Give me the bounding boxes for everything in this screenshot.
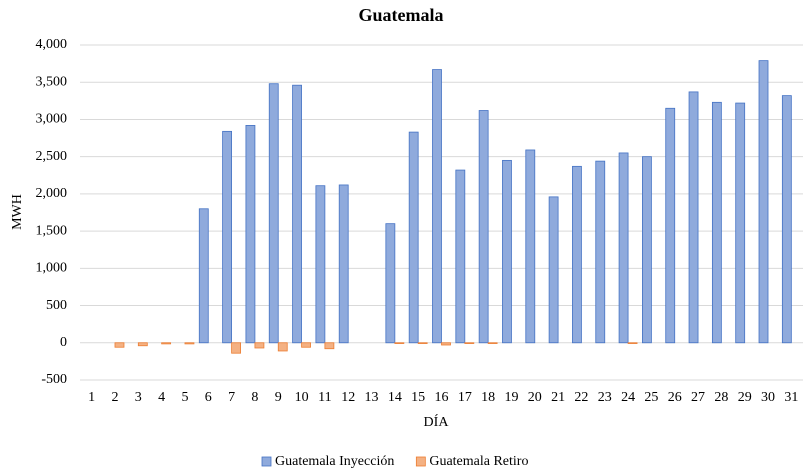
bar: [268, 83, 279, 344]
bar: [688, 91, 699, 344]
x-tick-label: 19: [504, 390, 518, 405]
y-axis-title: MWH: [10, 194, 25, 230]
legend-swatch: [415, 456, 426, 467]
y-tick-label: 1,000: [36, 261, 68, 276]
x-tick-label: 11: [318, 390, 331, 405]
y-tick-label: 4,000: [36, 37, 68, 52]
x-axis-title: DÍA: [424, 413, 450, 430]
bar: [222, 130, 232, 344]
bar: [642, 156, 652, 344]
bar: [301, 342, 311, 348]
x-tick-label: 9: [275, 390, 282, 405]
x-tick-label: 24: [621, 390, 635, 405]
bar: [114, 342, 125, 348]
bar: [478, 110, 489, 344]
x-tick-label: 2: [111, 390, 118, 405]
x-tick-label: 1: [88, 390, 95, 405]
bar: [254, 342, 265, 349]
bar: [665, 107, 676, 344]
bar: [408, 131, 419, 344]
bar: [198, 208, 209, 344]
bar: [487, 342, 498, 344]
y-tick-label: 2,500: [36, 149, 68, 164]
bar: [432, 69, 442, 344]
bar: [385, 223, 396, 344]
x-tick-label: 3: [135, 390, 142, 405]
bar: [441, 342, 451, 346]
bar: [455, 169, 466, 344]
x-tick-label: 26: [668, 390, 682, 405]
y-tick-label: -500: [41, 372, 67, 387]
y-tick-label: 500: [46, 298, 67, 313]
bar: [417, 342, 428, 344]
bar: [394, 342, 405, 344]
chart-title: Guatemala: [359, 5, 444, 25]
x-tick-label: 8: [251, 390, 258, 405]
x-tick-label: 17: [458, 390, 472, 405]
bar: [464, 342, 475, 344]
bar: [137, 342, 148, 347]
x-tick-label: 6: [205, 390, 212, 405]
bar: [231, 342, 241, 354]
x-tick-label: 18: [481, 390, 495, 405]
legend-label: Guatemala Retiro: [429, 454, 528, 469]
bar: [184, 342, 195, 345]
x-tick-label: 5: [181, 390, 188, 405]
bar: [595, 160, 606, 344]
bar: [277, 342, 288, 352]
bar: [292, 84, 302, 344]
x-tick-label: 12: [341, 390, 355, 405]
x-tick-label: 10: [295, 390, 309, 405]
legend-swatch: [261, 456, 272, 467]
x-tick-label: 20: [528, 390, 542, 405]
bar: [161, 342, 172, 345]
x-tick-label: 16: [435, 390, 449, 405]
x-tick-label: 25: [644, 390, 658, 405]
x-tick-label: 23: [598, 390, 612, 405]
x-tick-label: 13: [365, 390, 379, 405]
bar: [758, 60, 769, 344]
x-tick-label: 28: [714, 390, 728, 405]
x-tick-label: 21: [551, 390, 565, 405]
y-tick-label: 0: [60, 335, 67, 350]
x-tick-label: 7: [228, 390, 235, 405]
x-tick-label: 27: [691, 390, 705, 405]
y-tick-label: 3,000: [36, 112, 68, 127]
y-tick-label: 1,500: [36, 223, 68, 238]
bar: [548, 196, 559, 344]
bar: [502, 159, 512, 344]
bar: [338, 184, 349, 344]
bar: [525, 149, 536, 344]
x-tick-label: 31: [784, 390, 798, 405]
bar: [245, 125, 256, 344]
x-tick-label: 30: [761, 390, 775, 405]
bar: [627, 342, 638, 344]
x-tick-label: 29: [738, 390, 752, 405]
y-tick-label: 2,000: [36, 186, 68, 201]
bar: [735, 102, 746, 344]
bar: [572, 165, 582, 344]
x-tick-label: 14: [388, 390, 402, 405]
legend-label: Guatemala Inyección: [275, 454, 394, 469]
x-tick-label: 4: [158, 390, 165, 405]
bar: [315, 185, 326, 344]
bar: [781, 95, 792, 344]
x-tick-label: 22: [574, 390, 588, 405]
y-tick-label: 3,500: [36, 74, 68, 89]
bar: [324, 342, 335, 350]
x-tick-label: 15: [411, 390, 425, 405]
bar: [711, 101, 722, 344]
bar: [618, 152, 629, 344]
